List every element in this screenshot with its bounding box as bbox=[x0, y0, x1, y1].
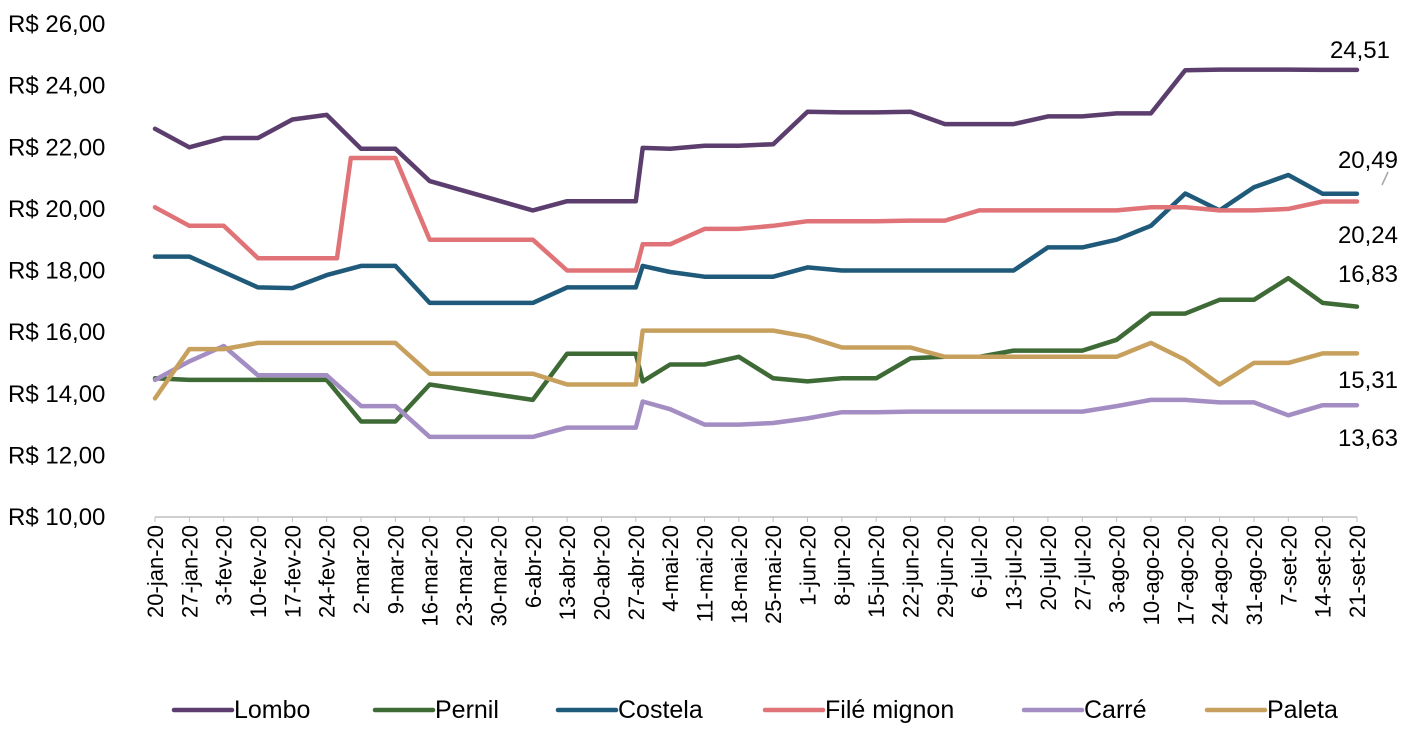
x-tick-label: 30-mar-20 bbox=[486, 525, 511, 626]
x-tick-label: 17-fev-20 bbox=[280, 525, 305, 618]
x-tick-label: 23-mar-20 bbox=[452, 525, 477, 626]
x-tick-label: 16-mar-20 bbox=[418, 525, 443, 626]
x-tick-label: 9-mar-20 bbox=[383, 525, 408, 614]
y-tick-label: R$ 16,00 bbox=[8, 319, 105, 346]
x-tick-label: 20-abr-20 bbox=[589, 525, 614, 620]
legend-label-costela: Costela bbox=[618, 696, 703, 724]
y-axis: R$ 10,00 R$ 12,00 R$ 14,00 R$ 16,00 R$ 18,00… bbox=[8, 11, 105, 531]
x-tick-label: 14-set-20 bbox=[1311, 525, 1336, 618]
x-tick-label: 17-ago-20 bbox=[1173, 525, 1198, 625]
series-line-costela bbox=[152, 172, 1360, 306]
y-tick-label: R$ 14,00 bbox=[8, 381, 105, 408]
y-tick-label: R$ 22,00 bbox=[8, 134, 105, 161]
x-tick-label: 20-jan-20 bbox=[143, 525, 168, 618]
x-tick-label: 6-abr-20 bbox=[521, 525, 546, 608]
x-tick-label: 10-fev-20 bbox=[246, 525, 271, 618]
x-tick-label: 15-jun-20 bbox=[864, 525, 889, 618]
series-line-carr- bbox=[152, 343, 1360, 440]
y-tick-label: R$ 10,00 bbox=[8, 504, 105, 531]
x-tick-label: 22-jun-20 bbox=[899, 525, 924, 618]
x-tick-label: 13-jul-20 bbox=[1002, 525, 1027, 611]
data-label: 15,31 bbox=[1338, 367, 1398, 394]
x-tick-label: 10-ago-20 bbox=[1139, 525, 1164, 625]
legend-label-fil-mignon: Filé mignon bbox=[825, 696, 954, 724]
x-axis: 20-jan-20 27-jan-20 3-fev-20 10-fev-20 17-fe… bbox=[143, 516, 1370, 626]
x-tick-label: 31-ago-20 bbox=[1242, 525, 1267, 625]
x-tick-label: 6-jul-20 bbox=[967, 525, 992, 598]
x-tick-label: 7-set-20 bbox=[1276, 525, 1301, 606]
x-tick-label: 21-set-20 bbox=[1345, 525, 1370, 618]
legend: Lombo Pernil Costela Filé mignon Carré Paleta bbox=[171, 696, 1338, 724]
x-tick-label: 27-jul-20 bbox=[1070, 525, 1095, 611]
legend-label-pernil: Pernil bbox=[435, 696, 499, 724]
x-tick-label: 8-jun-20 bbox=[830, 525, 855, 606]
legend-label-lombo: Lombo bbox=[234, 696, 310, 724]
data-label: 20,24 bbox=[1338, 222, 1398, 249]
x-tick-label: 24-fev-20 bbox=[315, 525, 340, 618]
series-line-fil-mignon bbox=[152, 155, 1360, 273]
x-tick-label: 25-mai-20 bbox=[761, 525, 786, 624]
x-tick-label: 3-ago-20 bbox=[1105, 525, 1130, 613]
y-tick-label: R$ 20,00 bbox=[8, 196, 105, 223]
series-line-pernil bbox=[152, 275, 1360, 424]
x-tick-label: 27-abr-20 bbox=[624, 525, 649, 620]
data-label: 20,49 bbox=[1338, 147, 1398, 174]
y-tick-label: R$ 26,00 bbox=[8, 11, 105, 38]
x-tick-label: 2-mar-20 bbox=[349, 525, 374, 614]
y-tick-label: R$ 12,00 bbox=[8, 442, 105, 469]
series-lines bbox=[152, 67, 1360, 440]
x-tick-label: 11-mai-20 bbox=[692, 525, 717, 622]
legend-label-carr-: Carré bbox=[1084, 696, 1147, 724]
x-tick-label: 20-jul-20 bbox=[1036, 525, 1061, 611]
y-tick-label: R$ 18,00 bbox=[8, 258, 105, 285]
x-tick-label: 1-jun-20 bbox=[796, 525, 821, 606]
data-label: 13,63 bbox=[1338, 425, 1398, 452]
data-labels: 24,51 20,49 20,24 16,83 15,31 13,63 bbox=[1330, 37, 1398, 452]
x-tick-label: 18-mai-20 bbox=[727, 525, 752, 624]
data-label: 16,83 bbox=[1338, 261, 1398, 288]
series-line-paleta bbox=[152, 328, 1360, 401]
x-tick-label: 13-abr-20 bbox=[555, 525, 580, 620]
y-tick-label: R$ 24,00 bbox=[8, 73, 105, 100]
label-leader-line bbox=[1381, 171, 1389, 186]
x-tick-label: 27-jan-20 bbox=[177, 525, 202, 618]
x-tick-label: 4-mai-20 bbox=[658, 525, 683, 612]
x-tick-label: 24-ago-20 bbox=[1208, 525, 1233, 625]
x-tick-label: 3-fev-20 bbox=[212, 525, 237, 606]
legend-label-paleta: Paleta bbox=[1267, 696, 1338, 724]
data-label: 24,51 bbox=[1330, 37, 1390, 64]
x-tick-label: 29-jun-20 bbox=[933, 525, 958, 618]
series-line-lombo bbox=[152, 67, 1360, 213]
